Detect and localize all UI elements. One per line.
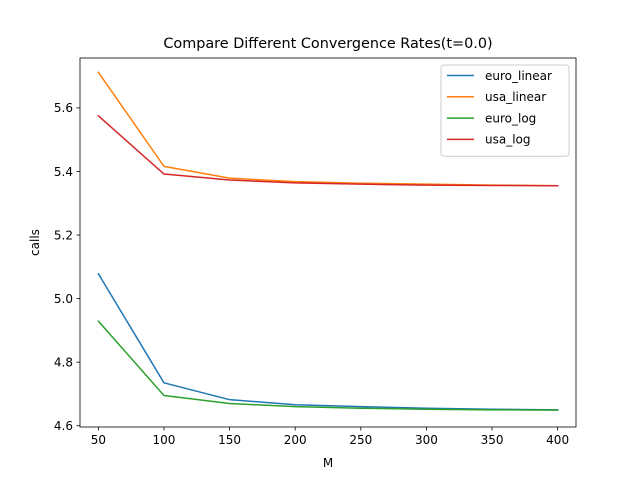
x-axis-label: M xyxy=(323,456,333,470)
x-axis: 50 100 150 200 250 300 350 400 xyxy=(91,427,569,447)
legend-label: usa_linear xyxy=(485,90,546,104)
y-tick-label: 5.4 xyxy=(54,165,73,179)
legend-label: euro_linear xyxy=(485,69,552,83)
x-tick-label: 50 xyxy=(91,433,106,447)
legend: euro_linear usa_linear euro_log usa_log xyxy=(440,64,570,157)
y-tick-label: 5.0 xyxy=(54,292,73,306)
series-line-usa-log xyxy=(97,114,559,187)
y-axis-label: calls xyxy=(28,229,42,256)
legend-label: usa_log xyxy=(485,133,531,147)
legend-label: euro_log xyxy=(485,111,536,125)
x-tick-label: 350 xyxy=(481,433,504,447)
y-axis: 4.6 4.8 5.0 5.2 5.4 5.6 xyxy=(54,101,80,433)
x-tick-label: 300 xyxy=(415,433,438,447)
series-layer xyxy=(97,71,559,411)
x-tick-label: 250 xyxy=(349,433,372,447)
y-tick-label: 4.8 xyxy=(54,355,73,369)
chart-title: Compare Different Convergence Rates(t=0.… xyxy=(163,36,492,52)
y-tick-label: 5.2 xyxy=(54,228,73,242)
x-tick-label: 200 xyxy=(284,433,307,447)
y-tick-label: 5.6 xyxy=(54,101,73,115)
x-tick-label: 150 xyxy=(218,433,241,447)
series-line-euro-log xyxy=(97,320,559,411)
y-tick-label: 4.6 xyxy=(54,419,73,433)
x-tick-label: 400 xyxy=(546,433,569,447)
x-tick-label: 100 xyxy=(153,433,176,447)
plot-frame xyxy=(79,57,577,428)
legend-box xyxy=(440,64,570,157)
